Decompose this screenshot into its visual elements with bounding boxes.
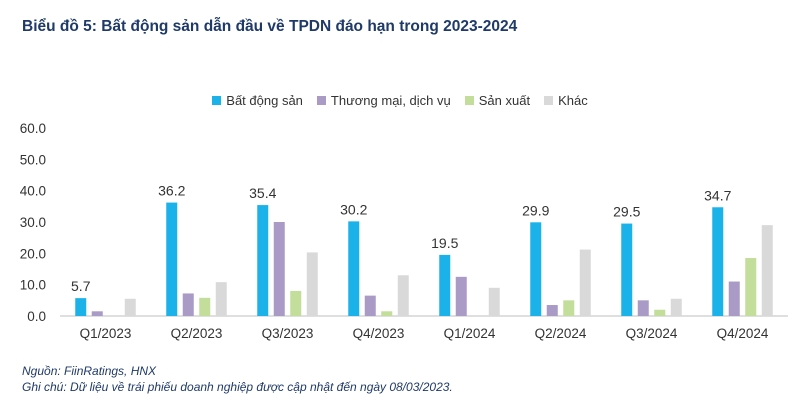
bar-2-Q3-2024 (637, 300, 649, 316)
bar-1-Q3-2024 (621, 223, 633, 316)
x-tick-label: Q2/2024 (535, 326, 587, 341)
bar-4-Q2-2024 (579, 249, 591, 316)
legend-swatch (316, 96, 326, 105)
bar-4-Q3-2023 (306, 252, 318, 316)
legend-label: Khác (558, 93, 588, 108)
footer: Nguồn: FiinRatings, HNX Ghi chú: Dữ liệu… (22, 363, 453, 395)
bar-3-Q2-2024 (563, 300, 575, 316)
bar-2-Q2-2023 (182, 293, 194, 316)
legend-item-2: Thương mại, dịch vụ (316, 93, 451, 108)
y-tick-label: 50.0 (20, 152, 46, 167)
bar-2-Q1-2024 (455, 276, 467, 316)
x-tick-label: Q3/2023 (262, 326, 314, 341)
x-tick-label: Q2/2023 (171, 326, 223, 341)
data-label: 29.9 (522, 202, 549, 218)
bar-2-Q4-2024 (728, 281, 740, 316)
bar-2-Q1-2023 (91, 311, 103, 316)
bar-3-Q4-2023 (381, 311, 393, 316)
y-tick-label: 40.0 (20, 184, 46, 199)
bar-4-Q4-2024 (761, 225, 773, 316)
bar-4-Q3-2024 (670, 298, 682, 316)
legend-swatch (464, 96, 474, 105)
legend-item-4: Khác (544, 93, 588, 108)
legend-item-3: Sản xuất (464, 93, 531, 108)
bar-3-Q3-2024 (654, 309, 666, 316)
legend-label: Thương mại, dịch vụ (330, 93, 451, 108)
data-label: 35.4 (249, 185, 276, 201)
x-tick-label: Q4/2024 (717, 326, 769, 341)
chart-title: Biểu đồ 5: Bất động sản dẫn đầu về TPDN … (22, 18, 518, 35)
bar-4-Q4-2023 (397, 275, 409, 316)
data-note: Ghi chú: Dữ liệu về trái phiếu doanh ngh… (22, 380, 453, 394)
x-tick-label: Q1/2023 (80, 326, 132, 341)
data-label: 19.5 (431, 235, 458, 251)
data-label: 30.2 (340, 201, 367, 217)
bar-3-Q2-2023 (199, 297, 211, 316)
y-tick-label: 10.0 (20, 278, 46, 293)
y-tick-label: 0.0 (27, 309, 46, 324)
legend-label: Bất động sản (226, 93, 303, 108)
bar-2-Q2-2024 (546, 305, 558, 316)
bar-2-Q3-2023 (273, 222, 285, 316)
y-tick-label: 20.0 (20, 246, 46, 261)
bar-3-Q4-2024 (745, 258, 757, 316)
y-tick-label: 30.0 (20, 215, 46, 230)
y-tick-label: 60.0 (20, 121, 46, 136)
legend-label: Sản xuất (478, 93, 531, 108)
bar-1-Q4-2023 (348, 221, 360, 316)
bar-3-Q3-2023 (290, 290, 302, 316)
bar-1-Q2-2024 (530, 222, 542, 316)
bar-1-Q1-2023 (75, 298, 87, 316)
x-tick-label: Q3/2024 (626, 326, 678, 341)
source-note: Nguồn: FiinRatings, HNX (22, 364, 157, 378)
legend-swatch (544, 96, 554, 105)
data-label: 34.7 (704, 187, 731, 203)
x-tick-label: Q1/2024 (444, 326, 496, 341)
bar-1-Q3-2023 (257, 205, 269, 316)
bar-4-Q1-2023 (124, 298, 136, 316)
x-tick-label: Q4/2023 (353, 326, 405, 341)
bar-2-Q4-2023 (364, 295, 376, 316)
legend-swatch (212, 96, 222, 105)
bar-1-Q2-2023 (166, 202, 178, 316)
bar-4-Q1-2024 (488, 287, 500, 316)
bar-4-Q2-2023 (215, 282, 227, 316)
legend: Bất động sản Thương mại, dịch vụ Sản xuất K… (0, 93, 800, 108)
bar-1-Q1-2024 (439, 254, 451, 316)
data-label: 5.7 (71, 278, 91, 294)
data-label: 29.5 (613, 204, 640, 220)
bar-1-Q4-2024 (712, 207, 724, 316)
data-label: 36.2 (158, 183, 185, 199)
legend-item-1: Bất động sản (212, 93, 303, 108)
